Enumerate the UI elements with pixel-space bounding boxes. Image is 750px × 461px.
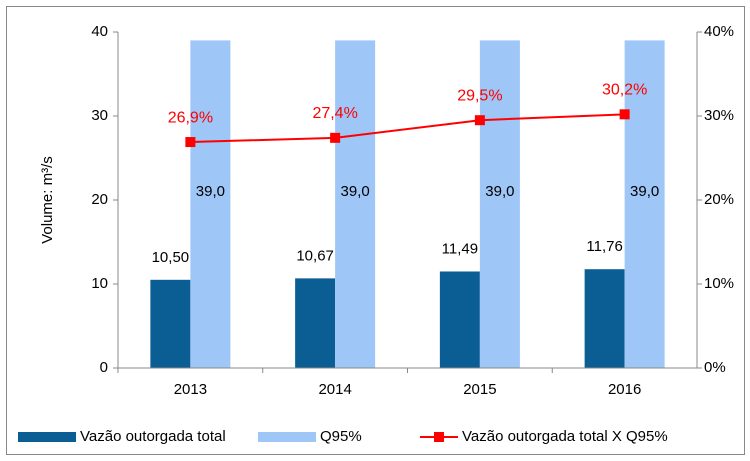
value-label: 11,49 [442,240,478,257]
value-label: 39,0 [196,183,225,200]
bar [190,40,231,369]
y-tick-label: 30 [91,107,108,124]
y2-tick-label: 30% [704,107,734,124]
line-marker [185,137,196,148]
value-label: 30,2% [602,82,647,99]
legend-label: Q95% [320,428,362,445]
x-tick-label: 2015 [463,381,496,398]
bar [439,271,480,368]
line-marker [474,115,485,126]
bar [150,279,191,368]
value-label: 29,5% [457,87,502,104]
y-axis-label: Volume: m³/s [39,156,56,244]
chart-border [6,6,745,455]
line-marker [330,132,341,143]
bar [295,278,336,368]
value-label: 10,67 [296,247,334,264]
value-label: 11,76 [586,238,622,255]
y2-tick-label: 0% [704,359,726,376]
line [190,113,625,144]
bar [335,40,376,369]
y-tick-label: 10 [91,275,108,292]
value-label: 39,0 [485,183,514,200]
value-label: 27,4% [312,105,357,122]
value-label: 10,50 [152,249,190,266]
legend-label: Vazão outorgada total [80,428,226,445]
bar [624,40,665,369]
x-tick-label: 2014 [318,381,351,398]
y-tick-label: 0 [100,359,108,376]
y2-tick-label: 20% [704,191,734,208]
y2-tick-label: 40% [704,23,734,40]
x-tick-label: 2016 [608,381,641,398]
x-tick-label: 2013 [174,381,207,398]
value-label: 26,9% [168,109,213,126]
line-marker [619,109,630,120]
value-label: 39,0 [630,183,659,200]
legend-swatch [434,432,444,442]
y-tick-label: 20 [91,191,108,208]
legend-swatch [18,432,76,442]
y-tick-label: 40 [91,23,108,40]
legend-label: Vazão outorgada total X Q95% [462,428,668,445]
value-label: 39,0 [341,183,370,200]
legend-swatch [258,432,316,442]
bar [584,269,625,368]
y2-tick-label: 10% [704,275,734,292]
bar [479,40,520,369]
